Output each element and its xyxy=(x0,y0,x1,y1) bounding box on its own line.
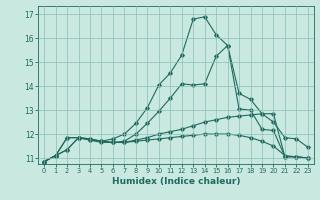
X-axis label: Humidex (Indice chaleur): Humidex (Indice chaleur) xyxy=(112,177,240,186)
